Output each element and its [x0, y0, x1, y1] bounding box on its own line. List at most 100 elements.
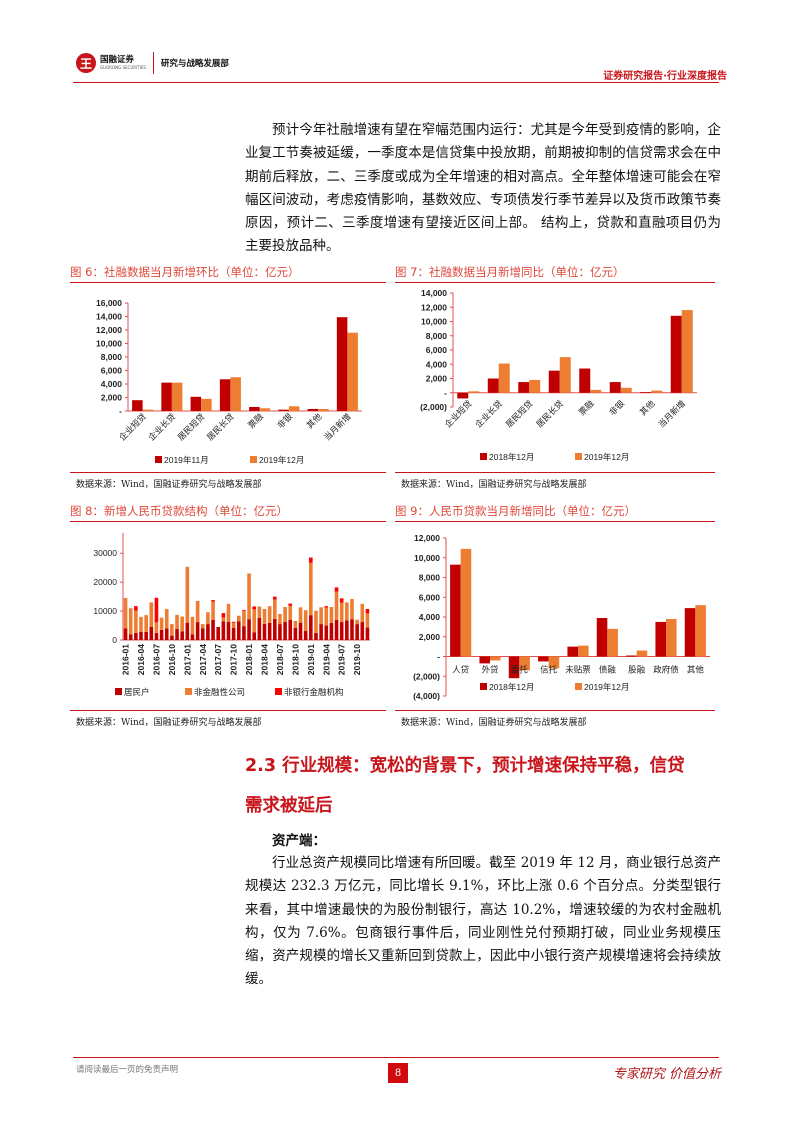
company-logo: 王 国融证券 GUORONG SECURITIES 研究与战略发展部 [76, 52, 229, 74]
bar-segment [154, 622, 159, 633]
bar-segment [134, 632, 138, 640]
bar-segment [334, 591, 339, 620]
source-rule [70, 472, 386, 473]
bar-segment [242, 610, 246, 627]
section-heading-line: 2.3 行业规模：宽松的背景下，预计增速保持平稳，信贷 [245, 756, 685, 776]
x-tick-label: 外贷 [481, 665, 499, 675]
legend-swatch [480, 453, 487, 460]
bar-segment [324, 625, 329, 640]
x-tick-label: 股融 [628, 665, 646, 675]
x-tick-label: 当月新增 [656, 398, 687, 429]
x-tick-label: 人贷 [452, 665, 470, 675]
bar-segment [139, 631, 143, 640]
legend-swatch [275, 688, 282, 695]
bar-segment [360, 622, 365, 640]
bar-segment [324, 607, 329, 626]
bar-segment [236, 615, 241, 622]
bar [259, 408, 271, 411]
bar [548, 656, 560, 669]
x-tick-label: 2017-07 [213, 644, 223, 675]
legend-swatch [185, 688, 192, 695]
bar [620, 387, 632, 393]
figure-source: 数据来源：Wind，国融证券研究与战略发展部 [401, 480, 587, 490]
bar-segment [267, 622, 272, 640]
x-tick-label: 2018-04 [260, 644, 270, 675]
y-tick-label: 6,000 [101, 366, 123, 376]
x-tick-label: 2016-07 [151, 644, 161, 675]
legend-swatch [155, 456, 162, 463]
logo-mark-icon: 王 [76, 53, 96, 73]
chart-7: (2,000) - 2,000 4,000 6,000 8,000 10,000 12,000… [420, 288, 697, 462]
x-tick-label: 未贴票 [565, 665, 591, 675]
bar-segment [355, 624, 359, 640]
bar-segment [123, 598, 128, 629]
bar-segment [128, 634, 133, 640]
bar [490, 656, 501, 661]
bar-segment [242, 626, 246, 640]
bar-segment [221, 613, 226, 618]
legend-label: 2019年12月 [259, 455, 304, 465]
y-tick-label: 8,000 [419, 573, 441, 583]
bar-segment [231, 627, 236, 640]
bar-segment [288, 603, 293, 606]
bar-segment [180, 631, 184, 640]
bar-segment [252, 632, 257, 640]
slogan: 专家研究 价值分析 [612, 1067, 721, 1082]
bar [666, 618, 677, 657]
bar-segment [283, 607, 287, 622]
bar-segment [149, 602, 154, 627]
bar-segment [298, 622, 303, 640]
section-heading: 2.3 行业规模：宽松的背景下，预计增速保持平稳，信贷 需求被延后 [245, 746, 725, 826]
y-tick-label: 6,000 [426, 345, 448, 355]
bar-segment [211, 600, 215, 602]
bar-segment [164, 609, 169, 629]
y-tick-label: 10,000 [414, 553, 440, 563]
bar [640, 392, 652, 393]
y-tick-label: 2,000 [419, 632, 441, 642]
legend-label: 居民户 [124, 687, 150, 697]
bar-segment [293, 620, 298, 628]
section-paragraph: 行业总资产规模同比增速有所回暖。截至 2019 年 12 月，商业银行总资产规模… [245, 855, 721, 988]
bar-segment [195, 600, 200, 623]
bar [567, 646, 578, 657]
bar-segment [360, 603, 365, 623]
bar-segment [309, 557, 313, 563]
legend-label: 2018年12月 [489, 452, 534, 462]
chart-9: (4,000) (2,000) - 2,000 4,000 6,000 8,000 10,00… [413, 533, 710, 701]
bar [219, 379, 231, 411]
y-tick-label: 4,000 [419, 612, 441, 622]
bar-segment [298, 607, 303, 623]
figure-9: 图 9：人民币贷款当月新增同比（单位：亿元） [395, 503, 715, 522]
bar-segment [154, 597, 159, 623]
bar-segment [180, 616, 184, 632]
legend-label: 非银行金融机构 [284, 687, 344, 697]
disclaimer-link[interactable]: 请阅读最后一页的免责声明 [76, 1065, 179, 1075]
bar-segment [350, 598, 354, 620]
figure-caption: 图 6：社融数据当月新增环比（单位：亿元） [70, 265, 300, 279]
bar-segment [303, 631, 308, 640]
bar-segment [314, 632, 318, 640]
figure-caption: 图 7：社融数据当月新增同比（单位：亿元） [395, 265, 625, 279]
bar [190, 396, 202, 411]
x-tick-label: 政府债 [653, 665, 679, 675]
bar-segment [365, 627, 370, 640]
x-tick-label: 2016-10 [167, 644, 177, 675]
bar [518, 382, 530, 393]
y-tick-label: 12,000 [96, 325, 122, 335]
bar [538, 656, 549, 662]
caption-rule [70, 521, 386, 522]
bar-segment [278, 624, 282, 640]
x-tick-label: 2017-04 [198, 644, 208, 675]
bar-segment [128, 608, 133, 635]
x-tick-label: 居民长贷 [205, 411, 236, 442]
bar [336, 317, 348, 411]
logo-divider [152, 52, 154, 74]
bar-segment [288, 619, 293, 640]
bar [636, 650, 648, 657]
y-tick-label: 20000 [93, 577, 117, 587]
y-tick-label: 4,000 [426, 359, 448, 369]
x-tick-label: 2019-04 [321, 644, 331, 675]
bar [468, 391, 480, 393]
x-tick-label: 票融 [246, 411, 265, 430]
legend-swatch [115, 688, 122, 695]
